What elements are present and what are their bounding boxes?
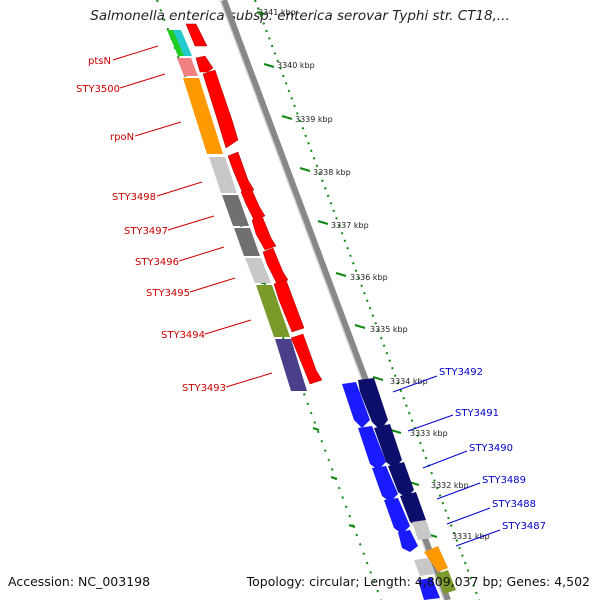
gene-label-STY3488: STY3488 <box>446 499 536 525</box>
gene-label-ptsN: ptsN <box>88 45 159 67</box>
map-title: Salmonella enterica subsp. enterica sero… <box>90 8 510 24</box>
gene-label-rpoN: rpoN <box>110 121 182 143</box>
svg-text:STY3497: STY3497 <box>124 226 168 237</box>
gene-STY3489-arrow <box>400 492 426 528</box>
gene-STY3490-arrow <box>388 462 414 498</box>
svg-text:rpoN: rpoN <box>110 132 134 143</box>
gene-label-STY3497: STY3497 <box>124 215 215 237</box>
gene-label-STY3492: STY3492 <box>392 367 483 393</box>
gene-label-STY3498: STY3498 <box>112 181 203 203</box>
tick-3340: 3340 kbp <box>263 61 315 70</box>
genome-summary-text: Topology: circular; Length: 4,809,037 bp… <box>246 574 590 589</box>
svg-text:STY3488: STY3488 <box>492 499 536 510</box>
gene-label-STY3491: STY3491 <box>407 408 499 432</box>
tick-3336: 3336 kbp <box>335 272 388 282</box>
tick-3338: 3338 kbp <box>299 167 351 177</box>
svg-text:3339 kbp: 3339 kbp <box>295 115 333 124</box>
gene-label-STY3493: STY3493 <box>182 372 273 394</box>
svg-text:ptsN: ptsN <box>88 56 111 67</box>
svg-text:STY3495: STY3495 <box>146 288 190 299</box>
gene-STY3498-arrow <box>227 151 255 195</box>
svg-text:3341 kbp: 3341 kbp <box>258 8 296 17</box>
svg-text:3334 kbp: 3334 kbp <box>390 377 428 386</box>
tick-3334: 3334 kbp <box>372 376 428 386</box>
gene-STY3495-arrow <box>262 247 289 285</box>
reverse-genes <box>342 378 456 600</box>
gene-STY3488-arrow <box>412 520 432 540</box>
svg-text:3338 kbp: 3338 kbp <box>313 168 351 177</box>
svg-text:3340 kbp: 3340 kbp <box>277 61 315 70</box>
tick-3341: 3341 kbp <box>256 8 296 17</box>
tick-3337: 3337 kbp <box>317 220 369 230</box>
tick-3332: 3332 kbp <box>408 481 469 490</box>
svg-text:3335 kbp: 3335 kbp <box>370 325 408 334</box>
gene-STY3497-arrow <box>240 187 266 221</box>
svg-text:STY3498: STY3498 <box>112 192 156 203</box>
gene-STY3494-arrow <box>273 279 305 333</box>
gene-STY3493-arrow <box>290 333 323 385</box>
svg-text:STY3489: STY3489 <box>482 475 526 486</box>
svg-text:STY3490: STY3490 <box>469 443 513 454</box>
gene-label-STY3495: STY3495 <box>146 277 236 299</box>
gene-label-STY3490: STY3490 <box>422 443 513 469</box>
svg-text:STY3487: STY3487 <box>502 521 546 532</box>
svg-text:STY3493: STY3493 <box>182 383 226 394</box>
svg-text:STY3496: STY3496 <box>135 257 179 268</box>
accession-text: Accession: NC_003198 <box>8 574 151 589</box>
gene-label-STY3489: STY3489 <box>436 475 526 500</box>
gene-STY3496-arrow <box>251 215 277 251</box>
gene-rpoN-arrow <box>202 69 239 149</box>
svg-text:3336 kbp: 3336 kbp <box>350 273 388 282</box>
tick-3339: 3339 kbp <box>281 115 333 124</box>
svg-text:3332 kbp: 3332 kbp <box>431 481 469 490</box>
gene-ptsN-arrow <box>185 23 208 47</box>
gene-STY3487-arrow <box>424 546 448 572</box>
tick-3331: 3331 kbp <box>426 532 490 541</box>
gene-STY3491-arrow <box>374 424 402 468</box>
gene-label-STY3500: STY3500 <box>76 73 166 95</box>
tick-3335: 3335 kbp <box>354 324 408 334</box>
svg-text:STY3494: STY3494 <box>161 330 205 341</box>
gene-STY3492-arrow <box>358 378 388 430</box>
svg-text:STY3492: STY3492 <box>439 367 483 378</box>
ruler-line <box>254 0 480 600</box>
forward-genes <box>185 23 323 385</box>
gene-STY3500-arrow <box>195 55 214 73</box>
svg-text:STY3491: STY3491 <box>455 408 499 419</box>
gene-label-STY3494: STY3494 <box>161 319 252 341</box>
svg-text:3331 kbp: 3331 kbp <box>452 532 490 541</box>
gene-label-STY3496: STY3496 <box>135 246 225 268</box>
svg-text:3333 kbp: 3333 kbp <box>410 429 448 438</box>
tick-3333: 3333 kbp <box>390 429 448 438</box>
gene-label-STY3487: STY3487 <box>455 521 546 547</box>
category-track <box>167 30 307 391</box>
svg-text:3337 kbp: 3337 kbp <box>331 221 369 230</box>
svg-text:STY3500: STY3500 <box>76 84 120 95</box>
